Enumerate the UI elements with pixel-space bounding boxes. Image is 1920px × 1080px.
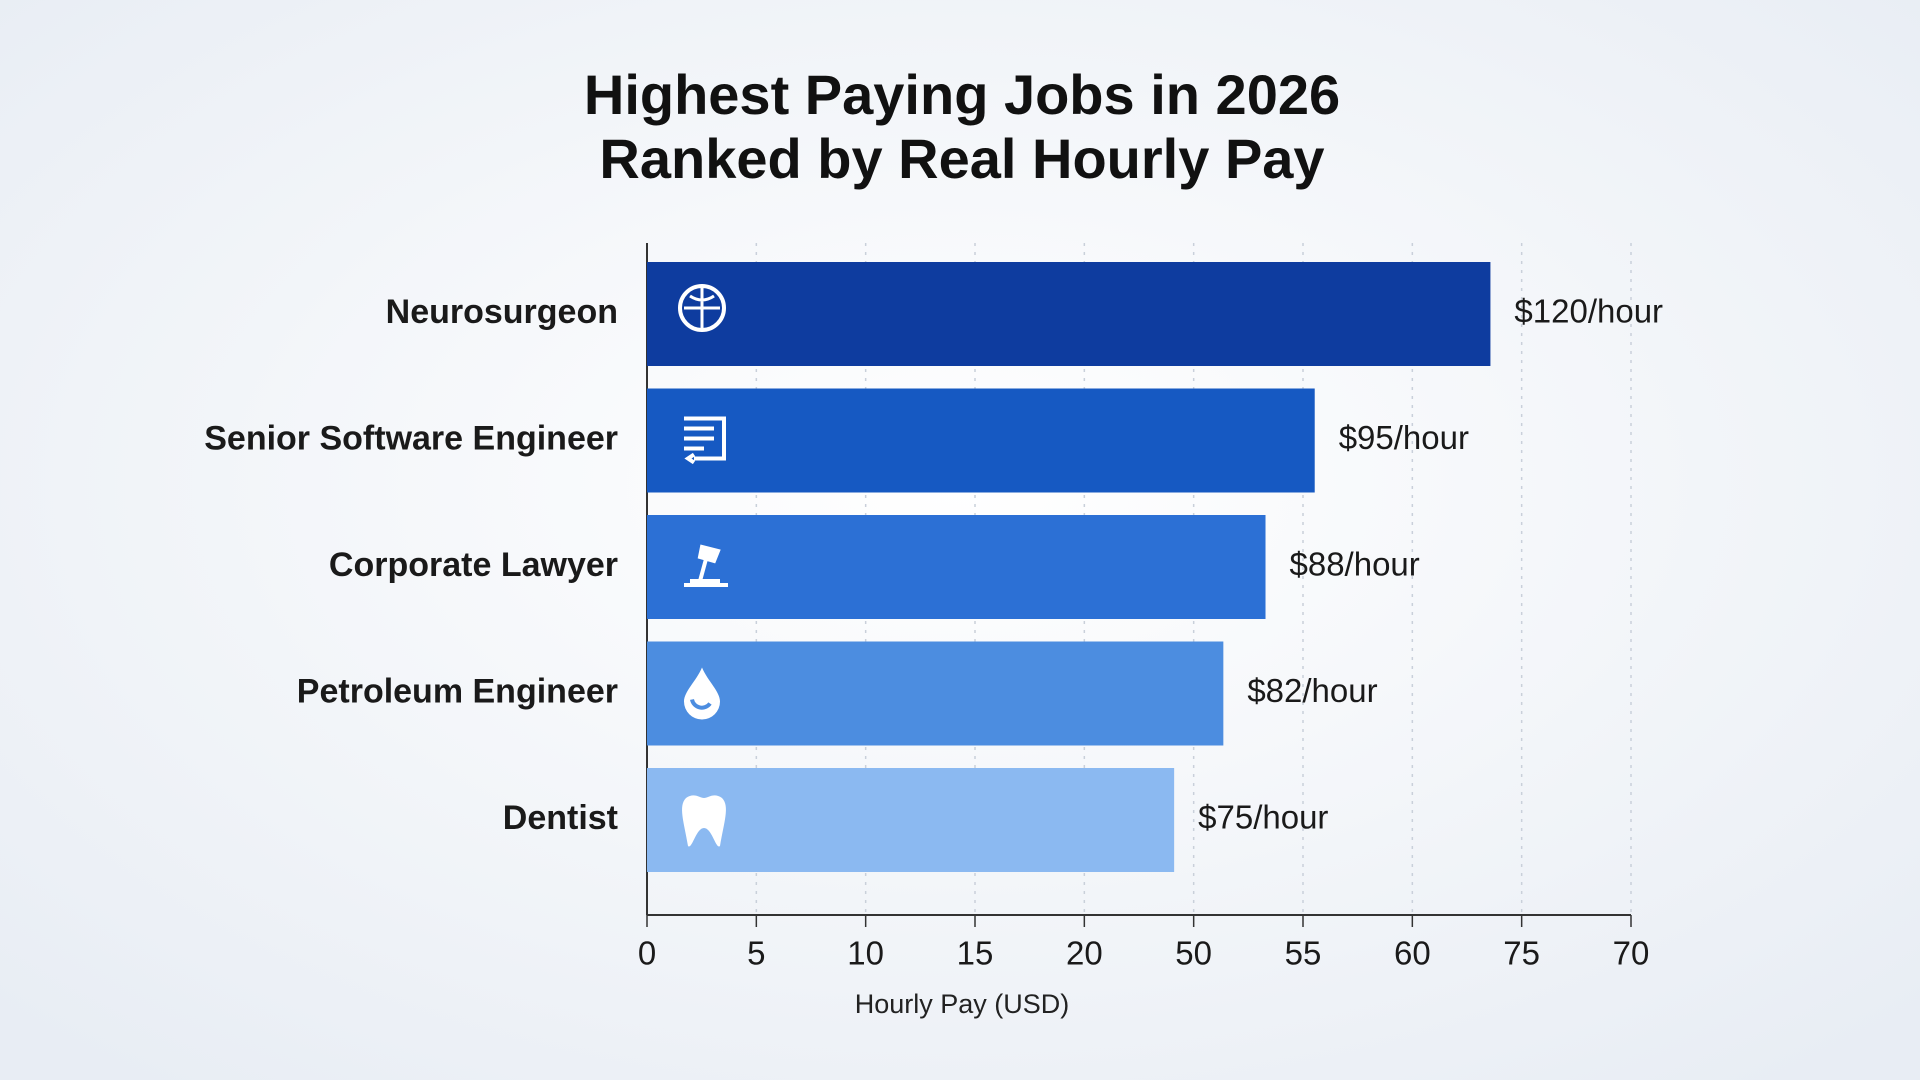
bar xyxy=(647,388,1315,493)
value-label: $82/hour xyxy=(1247,672,1377,709)
x-tick-label: 75 xyxy=(1503,935,1540,972)
x-tick-label: 5 xyxy=(747,935,765,972)
bar-icon xyxy=(684,667,720,720)
icon xyxy=(684,667,720,720)
value-label: $95/hour xyxy=(1339,419,1469,456)
category-label: Dentist xyxy=(503,799,618,837)
x-tick-label: 70 xyxy=(1613,935,1650,972)
bar xyxy=(647,768,1175,872)
bar-icon xyxy=(684,416,726,465)
x-tick-label: 60 xyxy=(1394,935,1431,972)
bar-icon xyxy=(682,795,726,847)
bar-icon xyxy=(684,544,728,587)
value-label: $120/hour xyxy=(1514,293,1663,330)
chart-title: Highest Paying Jobs in 2026 xyxy=(584,63,1340,126)
value-label: $88/hour xyxy=(1290,546,1420,583)
icon xyxy=(684,288,720,328)
bar xyxy=(647,641,1224,746)
category-label: Petroleum Engineer xyxy=(297,672,618,710)
category-label: Corporate Lawyer xyxy=(329,546,618,584)
x-tick-label: 55 xyxy=(1285,935,1322,972)
icon xyxy=(684,544,728,587)
category-label: Senior Software Engineer xyxy=(204,419,618,457)
x-tick-label: 20 xyxy=(1066,935,1103,972)
x-tick-label: 10 xyxy=(847,935,884,972)
bar-icon xyxy=(678,284,726,332)
chart-subtitle: Ranked by Real Hourly Pay xyxy=(599,127,1324,190)
x-tick-label: 15 xyxy=(957,935,994,972)
x-tick-label: 50 xyxy=(1175,935,1212,972)
icon xyxy=(678,284,726,332)
x-axis-title: Hourly Pay (USD) xyxy=(855,989,1070,1019)
value-label: $75/hour xyxy=(1198,799,1328,836)
bar xyxy=(647,515,1266,619)
bar xyxy=(647,262,1491,366)
category-label: Neurosurgeon xyxy=(386,293,618,331)
icon xyxy=(690,698,712,710)
icon xyxy=(684,416,726,465)
icon xyxy=(682,795,726,847)
x-tick-label: 0 xyxy=(638,935,656,972)
